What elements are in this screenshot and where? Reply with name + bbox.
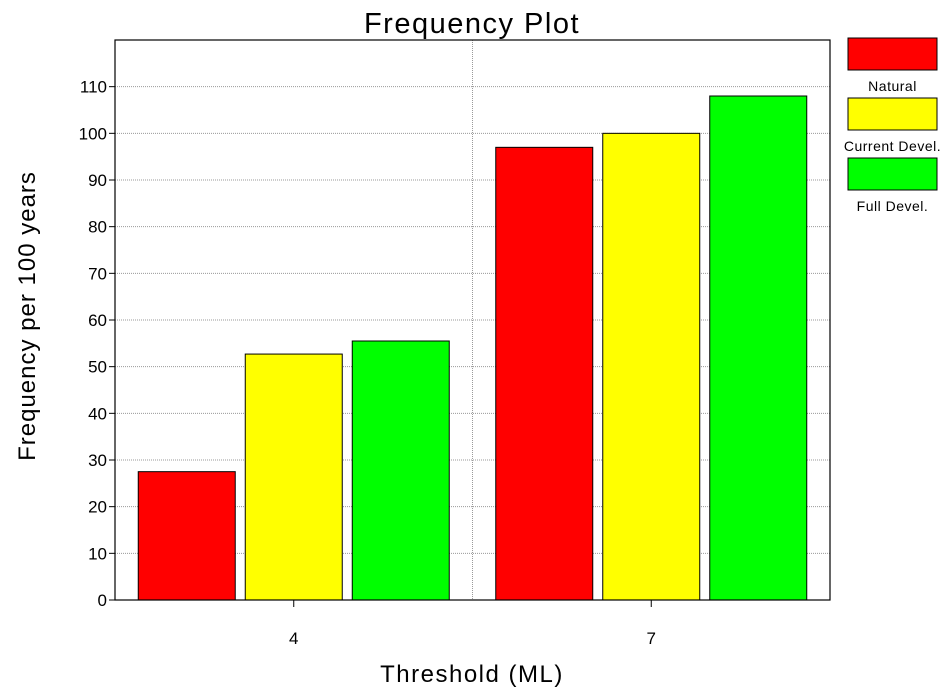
legend-label: Full Devel. (857, 198, 929, 214)
y-tick-label: 50 (88, 358, 107, 377)
x-tick-label: 4 (289, 629, 298, 648)
legend-swatch (847, 157, 938, 191)
y-tick-label: 30 (88, 451, 107, 470)
y-tick-label: 100 (79, 124, 107, 143)
plot-frame (114, 39, 831, 601)
legend-swatch (847, 37, 938, 71)
bar-current-devel-7 (602, 132, 701, 601)
axes (109, 39, 831, 607)
y-axis-label: Frequency per 100 years (14, 171, 41, 461)
y-tick-label: 10 (88, 544, 107, 563)
bars (137, 95, 808, 601)
grid-lines (115, 40, 830, 600)
y-tick-label: 20 (88, 498, 107, 517)
legend-swatch (847, 97, 938, 131)
y-tick-label: 60 (88, 311, 107, 330)
bar-current-devel-4 (244, 353, 343, 601)
bar-natural-7 (495, 146, 594, 601)
x-axis-label: Threshold (ML) (380, 661, 564, 688)
y-tick-label: 40 (88, 404, 107, 423)
y-tick-label: 0 (98, 591, 107, 610)
bar-full-devel-4 (351, 340, 450, 601)
chart-title: Frequency Plot (364, 8, 580, 40)
legend-label: Current Devel. (844, 138, 941, 154)
tick-labels: 0 10 20 30 40 50 60 70 80 90 100 110 4 7 (79, 78, 656, 648)
y-tick-label: 80 (88, 218, 107, 237)
y-tick-label: 70 (88, 264, 107, 283)
x-tick-label: 7 (647, 629, 656, 648)
bar-natural-4 (137, 471, 236, 601)
legend-label: Natural (868, 78, 917, 94)
legend: Natural Current Devel. Full Devel. (844, 37, 941, 214)
bar-full-devel-7 (709, 95, 808, 601)
y-tick-label: 110 (80, 78, 107, 97)
y-tick-label: 90 (88, 171, 107, 190)
